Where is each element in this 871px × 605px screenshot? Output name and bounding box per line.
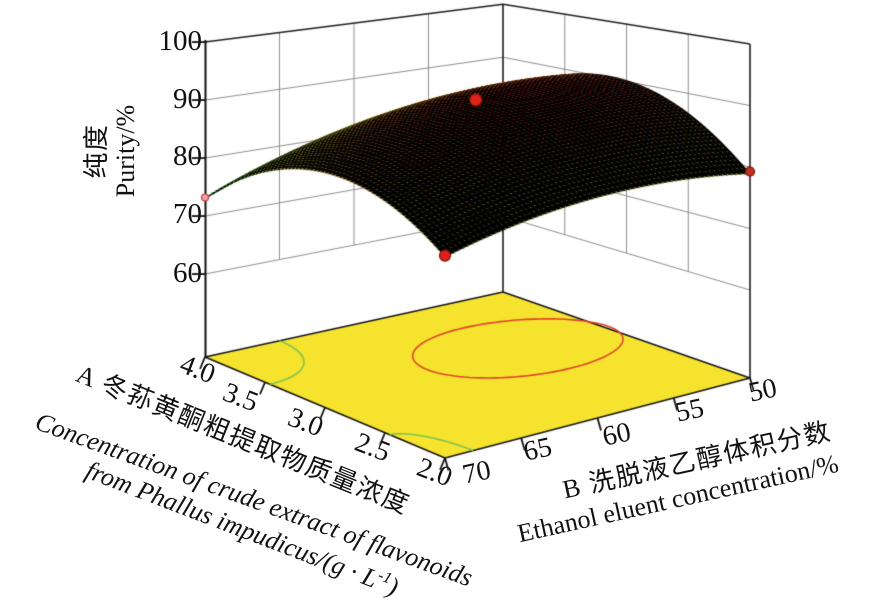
z-tick-label: 90 xyxy=(173,83,202,115)
z-tick-label: 70 xyxy=(173,198,202,230)
z-axis-title: 纯度 Purity/% xyxy=(82,51,142,251)
z-tick-label: 60 xyxy=(173,257,202,289)
z-tick-label: 80 xyxy=(173,140,202,172)
z-tick-label: 100 xyxy=(158,25,203,57)
z-axis-title-en: Purity/% xyxy=(111,104,140,198)
z-axis-title-cn: 纯度 xyxy=(82,123,111,179)
